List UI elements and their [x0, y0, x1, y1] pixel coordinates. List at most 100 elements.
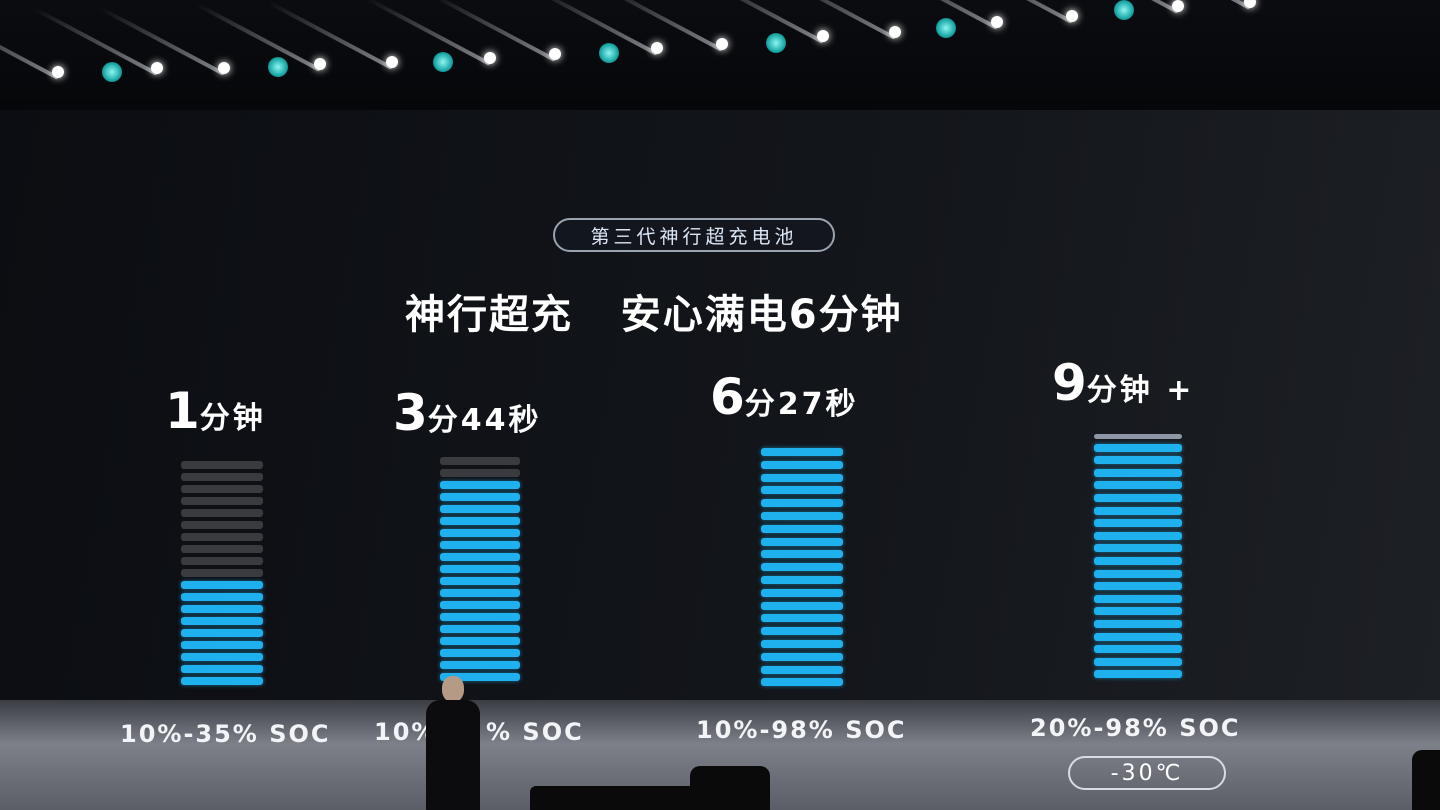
charged-segment — [181, 629, 263, 637]
charged-segment — [1094, 531, 1182, 540]
charged-segment — [181, 593, 263, 601]
battery-cap-segment — [1094, 434, 1182, 439]
soc-label-3: 10%-98% SOC — [696, 716, 907, 744]
time-value: 6 — [710, 368, 745, 426]
time-unit: 分27秒 — [744, 387, 859, 422]
charged-segment — [181, 677, 263, 685]
stage-equipment — [1412, 750, 1440, 810]
charged-segment — [761, 563, 843, 572]
charged-segment — [761, 678, 843, 687]
battery-bar-2 — [440, 457, 520, 681]
charged-segment — [1094, 632, 1182, 641]
charged-segment — [761, 652, 843, 661]
charged-segment — [440, 637, 520, 645]
charged-segment — [761, 524, 843, 533]
charged-segment — [1094, 594, 1182, 603]
spotlight — [991, 16, 1003, 28]
spotlight — [1066, 10, 1078, 22]
charged-segment — [761, 639, 843, 648]
charged-segment — [1094, 519, 1182, 528]
charged-segment — [440, 625, 520, 633]
charged-segment — [1094, 670, 1182, 679]
charged-segment — [761, 627, 843, 636]
time-unit: 分钟 — [199, 401, 266, 436]
presenter — [422, 676, 484, 810]
charged-segment — [440, 601, 520, 609]
stage-monitor — [690, 766, 770, 810]
spotlight — [651, 42, 663, 54]
time-value: 1 — [165, 382, 200, 440]
spotlight — [716, 38, 728, 50]
charge-time-1: 1分钟 — [165, 382, 266, 440]
empty-segment — [181, 497, 263, 505]
light-beam — [195, 2, 321, 72]
led-light — [268, 57, 288, 77]
charged-segment — [1094, 607, 1182, 616]
charged-segment — [440, 589, 520, 597]
led-light — [936, 18, 956, 38]
charged-segment — [761, 473, 843, 482]
empty-segment — [181, 509, 263, 517]
charged-segment — [1094, 544, 1182, 553]
slide-headline: 神行超充 安心满电6分钟 — [405, 292, 903, 338]
led-light — [1114, 0, 1134, 20]
time-unit: 分44秒 — [427, 403, 542, 438]
light-beam — [0, 10, 59, 80]
empty-segment — [440, 469, 520, 477]
charged-segment — [761, 550, 843, 559]
charged-segment — [761, 460, 843, 469]
presenter-body — [426, 700, 480, 810]
charged-segment — [1094, 569, 1182, 578]
charge-time-4: 9分钟 + — [1052, 354, 1194, 412]
charged-segment — [1094, 556, 1182, 565]
charge-time-2: 3分44秒 — [393, 384, 542, 442]
spotlight — [549, 48, 561, 60]
spotlight — [151, 62, 163, 74]
light-beam — [32, 6, 158, 76]
led-light — [433, 52, 453, 72]
charged-segment — [440, 505, 520, 513]
led-light — [766, 33, 786, 53]
charged-segment — [440, 529, 520, 537]
time-value: 3 — [393, 384, 428, 442]
charged-segment — [440, 577, 520, 585]
charged-segment — [1094, 582, 1182, 591]
spotlight — [52, 66, 64, 78]
led-light — [599, 43, 619, 63]
spotlight — [484, 52, 496, 64]
charged-segment — [181, 617, 263, 625]
light-beam — [267, 0, 393, 70]
charged-segment — [440, 673, 520, 681]
charged-segment — [1094, 645, 1182, 654]
charged-segment — [761, 499, 843, 508]
soc-label-2-right: % SOC — [486, 718, 584, 746]
spotlight — [1172, 0, 1184, 12]
battery-bar-1 — [181, 461, 263, 685]
charged-segment — [1094, 506, 1182, 515]
charged-segment — [181, 581, 263, 589]
empty-segment — [181, 545, 263, 553]
charged-segment — [440, 517, 520, 525]
charged-segment — [761, 601, 843, 610]
charged-segment — [1094, 443, 1182, 452]
charged-segment — [440, 553, 520, 561]
soc-label-2-left: 10% — [374, 718, 438, 746]
time-value: 9 — [1052, 354, 1087, 412]
charged-segment — [440, 661, 520, 669]
empty-segment — [181, 533, 263, 541]
charged-segment — [440, 481, 520, 489]
soc-label-4: 20%-98% SOC — [1030, 714, 1241, 742]
charged-segment — [181, 641, 263, 649]
charged-segment — [1094, 657, 1182, 666]
charged-segment — [761, 486, 843, 495]
light-beam — [1125, 0, 1251, 10]
charged-segment — [181, 605, 263, 613]
empty-segment — [181, 557, 263, 565]
charged-segment — [440, 649, 520, 657]
empty-segment — [181, 569, 263, 577]
charged-segment — [1094, 468, 1182, 477]
spotlight — [314, 58, 326, 70]
product-badge: 第三代神行超充电池 — [553, 218, 835, 252]
soc-label-1: 10%-35% SOC — [120, 720, 331, 748]
charged-segment — [181, 665, 263, 673]
